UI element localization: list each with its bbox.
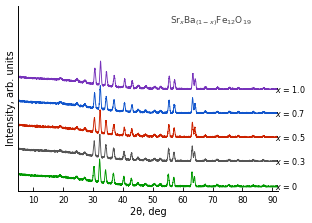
Text: $\it{x}$ = 0.7: $\it{x}$ = 0.7 xyxy=(275,108,305,119)
X-axis label: 2θ, deg: 2θ, deg xyxy=(130,207,167,217)
Text: $\it{x}$ = 0.5: $\it{x}$ = 0.5 xyxy=(275,132,306,143)
Text: $\mathrm{Sr}_{\mathit{x}}\mathrm{Ba}_{(1-\mathit{x})}\mathrm{Fe}_{12}\mathrm{O}_: $\mathrm{Sr}_{\mathit{x}}\mathrm{Ba}_{(1… xyxy=(170,14,252,28)
Text: $\it{x}$ = 0: $\it{x}$ = 0 xyxy=(275,181,299,192)
Text: $\it{x}$ = 1.0: $\it{x}$ = 1.0 xyxy=(275,84,306,95)
Y-axis label: Intensity, arb. units: Intensity, arb. units xyxy=(6,50,16,146)
Text: $\it{x}$ = 0.3: $\it{x}$ = 0.3 xyxy=(275,156,306,167)
